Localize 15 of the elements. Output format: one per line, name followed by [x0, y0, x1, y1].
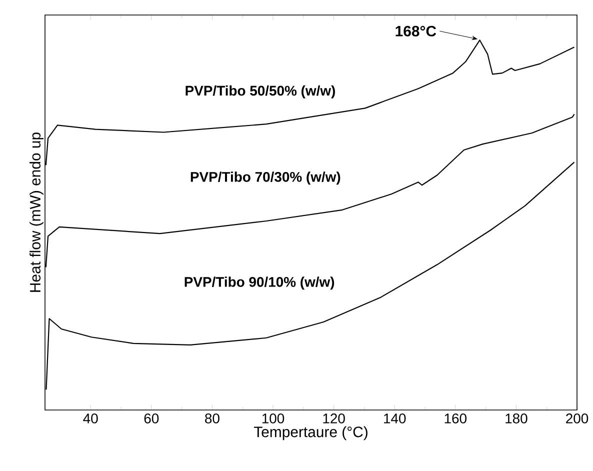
x-axis-title: Tempertaure (°C) — [254, 426, 368, 440]
x-tick-label: 140 — [384, 414, 406, 424]
series-label: PVP/Tibo 50/50% (w/w) — [186, 85, 335, 98]
x-tick-label: 60 — [144, 414, 159, 424]
x-tick-label: 180 — [506, 414, 528, 424]
annotation: 168°C — [396, 26, 436, 36]
series-label: PVP/Tibo 90/10% (w/w) — [184, 276, 334, 290]
x-tick-label: 80 — [205, 414, 220, 424]
series-label: PVP/Tibo 70/30% (w/w) — [190, 172, 340, 185]
x-tick-label: 160 — [444, 414, 466, 424]
x-tick-label: 120 — [323, 414, 345, 424]
y-axis-title: Heat flow (mW) endo up — [30, 132, 44, 292]
x-tick-label: 40 — [83, 414, 98, 424]
x-tick-label: 200 — [566, 414, 588, 424]
x-tick-label: 100 — [262, 414, 284, 424]
